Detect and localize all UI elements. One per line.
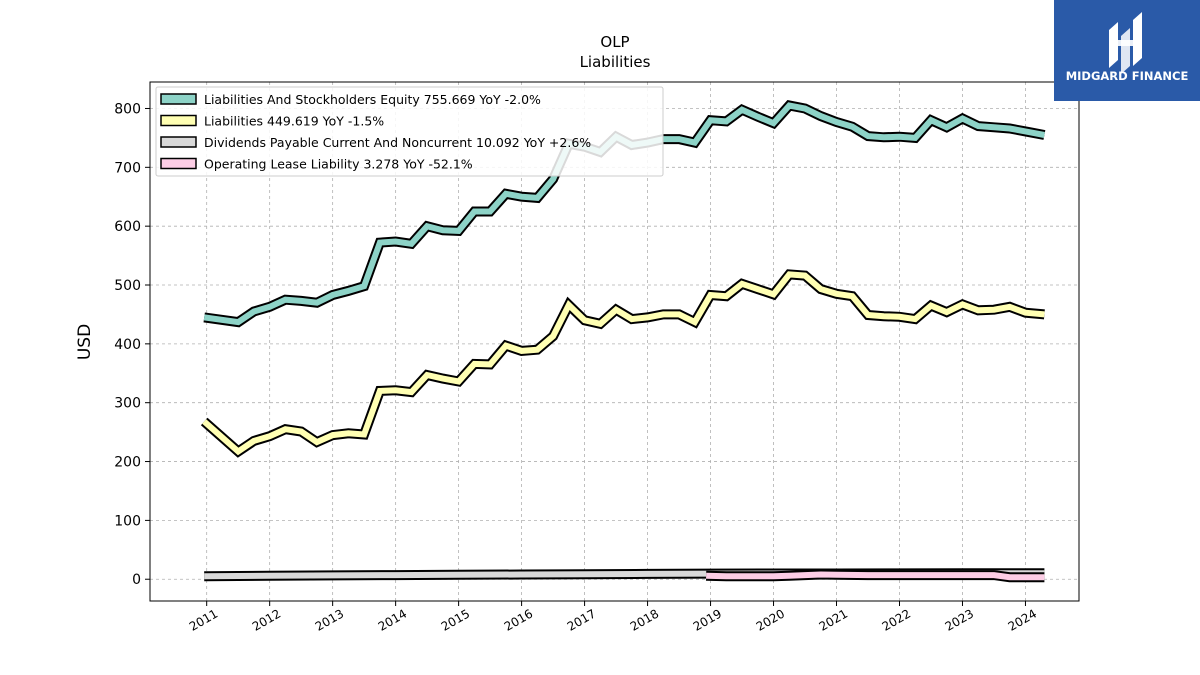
legend-swatch-0 <box>160 93 197 105</box>
y-tick-label: 0 <box>132 572 141 588</box>
y-tick-label: 200 <box>114 455 141 471</box>
y-axis-ticks: 0 100 200 300 400 500 600 700 800 <box>114 101 150 588</box>
y-tick-label: 500 <box>114 278 141 294</box>
brand-logo: MIDGARD FINANCE <box>1054 0 1200 101</box>
plot-frame <box>149 81 1080 602</box>
x-tick-label: 2017 <box>565 606 598 633</box>
legend-swatch-3 <box>160 157 197 170</box>
x-axis-ticks: 2011 2012 2013 2014 2015 2016 2017 2018 2019 2020… <box>187 601 1039 634</box>
chart-subtitle: Liabilities <box>580 53 651 71</box>
y-axis-label: USD <box>75 324 95 360</box>
legend-label-0: Liabilities And Stockholders Equity 755.… <box>204 92 541 107</box>
legend: Liabilities And Stockholders Equity 755.… <box>155 86 664 177</box>
legend-label-3: Operating Lease Liability 3.278 YoY -52.… <box>204 157 473 172</box>
x-tick-label: 2023 <box>943 606 976 633</box>
series-line-3 <box>706 571 1045 581</box>
x-tick-label: 2012 <box>250 606 283 633</box>
x-tick-label: 2013 <box>313 606 346 633</box>
x-tick-label: 2015 <box>439 606 472 633</box>
x-tick-label: 2011 <box>187 606 220 633</box>
series-line-1 <box>202 271 1045 456</box>
x-tick-label: 2022 <box>880 606 913 633</box>
y-tick-label: 100 <box>114 513 141 529</box>
chart-title: OLP <box>600 33 629 51</box>
y-tick-label: 300 <box>114 396 141 412</box>
y-tick-label: 600 <box>114 219 141 235</box>
x-tick-label: 2020 <box>754 606 787 633</box>
legend-label-2: Dividends Payable Current And Noncurrent… <box>204 135 591 150</box>
x-tick-label: 2016 <box>502 606 535 633</box>
y-tick-label: 800 <box>114 101 141 117</box>
y-tick-label: 700 <box>114 160 141 176</box>
x-tick-label: 2024 <box>1006 606 1039 633</box>
y-tick-label: 400 <box>114 337 141 353</box>
x-tick-label: 2018 <box>628 606 661 633</box>
legend-box <box>155 86 664 177</box>
legend-swatch-1 <box>160 114 197 127</box>
brand-mark-icon <box>1109 12 1142 74</box>
brand-name: MIDGARD FINANCE <box>1065 69 1189 83</box>
x-tick-label: 2014 <box>376 606 409 633</box>
legend-label-1: Liabilities 449.619 YoY -1.5% <box>204 114 384 129</box>
legend-swatch-2 <box>160 136 197 148</box>
x-tick-label: 2019 <box>691 606 724 633</box>
x-tick-label: 2021 <box>817 606 850 633</box>
